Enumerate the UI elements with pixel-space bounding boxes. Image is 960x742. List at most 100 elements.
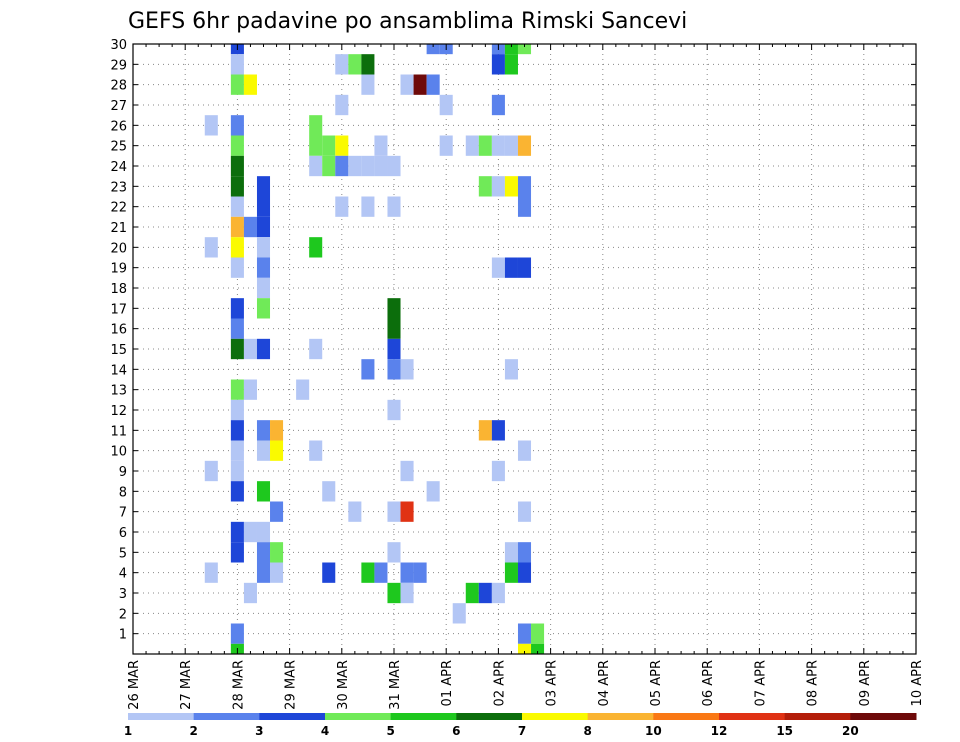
heatmap-cell [400, 359, 414, 380]
heatmap-cell [400, 582, 414, 604]
heatmap-cell [309, 135, 323, 156]
color-legend: 1 2 3 4 5 6 7 8 10 12 15 20 [124, 713, 917, 738]
y-tick-label: 19 [110, 262, 127, 277]
x-tick-label: 26 MAR [127, 660, 142, 710]
y-tick-label: 8 [119, 485, 127, 500]
y-tick-label: 28 [110, 79, 127, 94]
heatmap-cell [491, 135, 505, 156]
heatmap-cell [204, 115, 218, 136]
heatmap-cell [256, 196, 271, 217]
heatmap-cell [387, 501, 401, 522]
x-tick-label: 03 APR [545, 660, 560, 706]
heatmap-cell [256, 440, 271, 461]
heatmap-cell [504, 359, 518, 380]
heatmap-cell [504, 257, 518, 278]
heatmap-cell [439, 94, 453, 116]
heatmap-cell [517, 562, 532, 583]
heatmap-cell [348, 501, 362, 522]
y-tick-label: 27 [110, 99, 127, 114]
heatmap-cell [230, 135, 244, 156]
y-tick-label: 2 [119, 607, 127, 622]
heatmap-cell [243, 521, 257, 543]
legend-color-box [522, 713, 589, 720]
heatmap-cell [504, 562, 518, 583]
heatmap-cell [400, 501, 414, 522]
legend-tick-label: 3 [255, 724, 263, 738]
heatmap-cell [322, 135, 336, 156]
heatmap-cell [439, 135, 453, 156]
y-tick-label: 9 [119, 465, 127, 480]
heatmap-cell [335, 155, 349, 177]
legend-color-box [193, 713, 260, 720]
y-tick-label: 13 [110, 384, 127, 399]
heatmap-cell [256, 216, 271, 238]
heatmap-cell [309, 155, 323, 177]
x-tick-label: 29 MAR [284, 660, 299, 710]
heatmap-cell [400, 460, 414, 482]
y-tick-label: 23 [110, 180, 127, 195]
heatmap-cell [204, 237, 218, 258]
y-tick-label: 11 [110, 424, 127, 439]
heatmap-cell [517, 135, 532, 156]
heatmap-cell [348, 155, 362, 177]
heatmap-cell [452, 603, 466, 624]
legend-color-box [719, 713, 786, 720]
legend-tick-label: 6 [452, 724, 460, 738]
heatmap-cell [531, 623, 545, 644]
y-tick-label: 21 [110, 221, 127, 236]
heatmap-cell [230, 521, 244, 543]
y-tick-label: 5 [119, 546, 127, 561]
heatmap-cell [400, 74, 414, 95]
legend-color-box [259, 713, 326, 720]
heatmap-cell [256, 277, 271, 299]
y-tick-label: 26 [110, 119, 127, 134]
heatmap-cell [270, 440, 284, 461]
heatmap-cell [491, 582, 505, 604]
heatmap-cell [270, 501, 284, 522]
heatmap-cell [504, 135, 518, 156]
x-tick-label: 30 MAR [336, 660, 351, 710]
heatmap-cell [270, 420, 284, 441]
y-tick-label: 4 [119, 567, 127, 582]
heatmap-cell [230, 216, 244, 238]
heatmap-cell [426, 481, 440, 502]
legend-color-box [784, 713, 851, 720]
legend-color-box [128, 713, 195, 720]
heatmap-cell [491, 420, 505, 441]
heatmap-cell [230, 379, 244, 400]
legend-tick-label: 20 [842, 724, 859, 738]
heatmap-cell [374, 135, 388, 156]
legend-color-box [390, 713, 457, 720]
heatmap-cell [230, 155, 244, 177]
legend-color-box [325, 713, 392, 720]
heatmap-cell [230, 460, 244, 482]
heatmap-cell [517, 44, 532, 55]
x-axis-tick-labels: 26 MAR 27 MAR 28 MAR 29 MAR 30 MAR 31 MAR 01 A… [127, 660, 925, 710]
heatmap-cell [504, 542, 518, 563]
heatmap-cell [491, 54, 505, 75]
heatmap-cell [270, 562, 284, 583]
y-tick-label: 25 [110, 140, 127, 155]
heatmap-cell [387, 338, 401, 360]
heatmap-cell [478, 176, 492, 197]
heatmap-cell [243, 379, 257, 400]
heatmap-cell [296, 379, 310, 400]
heatmap-cell [230, 338, 244, 360]
heatmap-cell [204, 562, 218, 583]
y-tick-label: 3 [119, 587, 127, 602]
x-tick-label: 10 APR [910, 660, 925, 706]
heatmap-cell [256, 176, 271, 197]
heatmap-cell [387, 542, 401, 563]
x-tick-label: 05 APR [649, 660, 664, 706]
heatmap-cell [335, 54, 349, 75]
heatmap-cell [478, 582, 492, 604]
heatmap-cell [230, 257, 244, 278]
heatmap-cell [374, 155, 388, 177]
x-tick-label: 31 MAR [388, 660, 403, 710]
heatmap-cells [204, 44, 545, 654]
heatmap-cell [243, 216, 257, 238]
legend-color-box [850, 713, 917, 720]
heatmap-cell [309, 440, 323, 461]
heatmap-cell [374, 562, 388, 583]
